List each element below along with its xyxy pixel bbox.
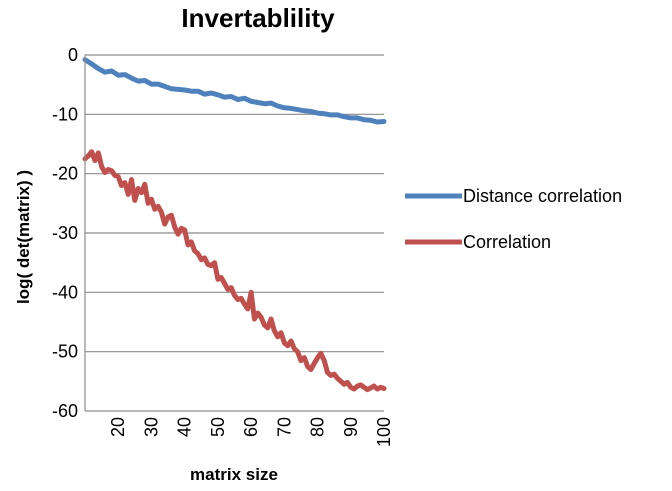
x-tick-label-8: 100 <box>374 417 394 447</box>
legend-label-1: Correlation <box>463 232 551 252</box>
chart-title: Invertablility <box>181 3 335 33</box>
y-tick-label-3: -30 <box>52 223 78 243</box>
x-tick-label-5: 70 <box>274 417 294 437</box>
y-tick-label-4: -40 <box>52 282 78 302</box>
series-line-0 <box>85 60 384 122</box>
legend-label-0: Distance correlation <box>463 186 622 206</box>
y-tick-label-5: -50 <box>52 342 78 362</box>
y-axis-title: log( det(matrix) ) <box>14 170 33 304</box>
series-line-1 <box>85 152 384 390</box>
series-layer <box>85 60 384 390</box>
x-tick-label-0: 20 <box>108 417 128 437</box>
x-tick-label-7: 90 <box>341 417 361 437</box>
y-tick-label-1: -10 <box>52 104 78 124</box>
x-tick-labels: 20 30 40 50 60 70 80 90 100 <box>108 417 394 447</box>
y-tick-label-6: -60 <box>52 401 78 421</box>
x-tick-label-4: 60 <box>241 417 261 437</box>
x-tick-label-1: 30 <box>141 417 161 437</box>
x-axis-title: matrix size <box>190 465 278 484</box>
y-tick-label-2: -20 <box>52 164 78 184</box>
x-tick-label-2: 40 <box>175 417 195 437</box>
y-tick-labels: 0 -10 -20 -30 -40 -50 -60 <box>52 45 78 421</box>
x-tick-label-3: 50 <box>208 417 228 437</box>
legend: Distance correlation Correlation <box>405 186 622 252</box>
x-tick-label-6: 80 <box>308 417 328 437</box>
y-tick-label-0: 0 <box>68 45 78 65</box>
